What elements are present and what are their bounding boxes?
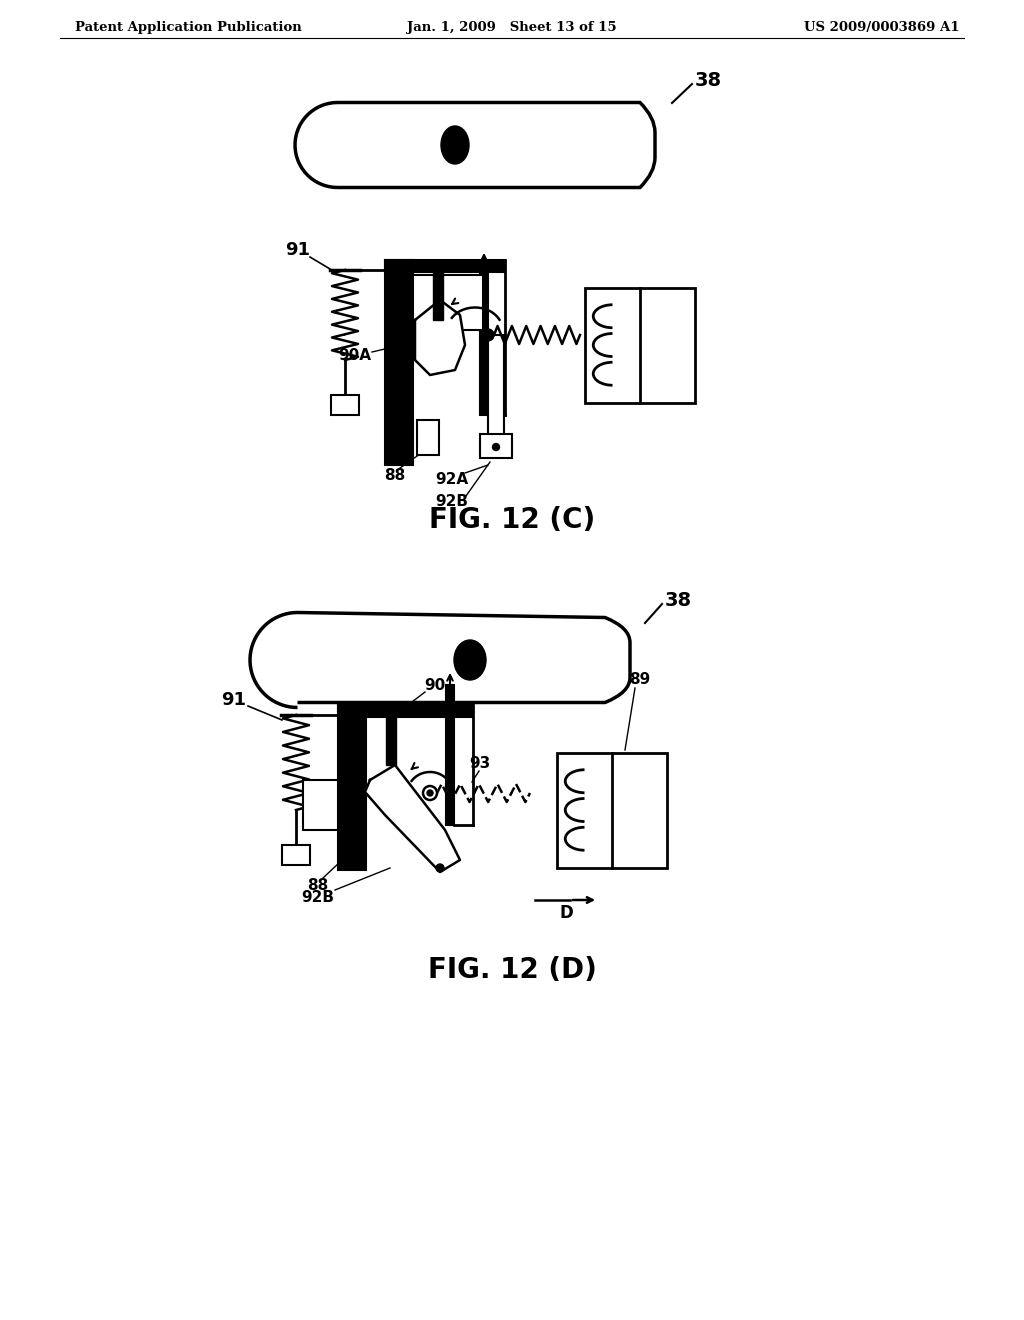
Bar (303, 780, 338, 830)
Circle shape (427, 789, 433, 796)
Text: 93: 93 (469, 755, 490, 771)
Bar (488, 335, 504, 436)
Bar (433, 265, 443, 319)
Bar (385, 260, 413, 465)
PathPatch shape (250, 612, 630, 708)
Bar (413, 275, 483, 330)
Bar (585, 288, 695, 403)
Text: FIG. 12 (C): FIG. 12 (C) (429, 506, 595, 535)
Text: 38: 38 (665, 590, 692, 610)
Text: 88: 88 (307, 878, 329, 892)
Text: 38: 38 (695, 70, 722, 90)
Bar (331, 395, 359, 414)
Circle shape (493, 444, 500, 450)
Bar (557, 752, 667, 867)
Bar (446, 685, 454, 825)
Bar (417, 420, 439, 455)
Text: 89: 89 (630, 672, 650, 688)
Bar (338, 705, 366, 870)
Bar (480, 434, 512, 458)
Circle shape (436, 865, 444, 873)
PathPatch shape (295, 103, 655, 187)
Bar (480, 265, 488, 414)
Polygon shape (365, 766, 460, 873)
Ellipse shape (454, 640, 486, 680)
Ellipse shape (441, 125, 469, 164)
Text: 91: 91 (286, 242, 310, 259)
Text: 92A: 92A (435, 473, 469, 487)
Text: 92B: 92B (301, 891, 335, 906)
Bar (338, 705, 473, 717)
Bar (282, 845, 310, 865)
Text: Patent Application Publication: Patent Application Publication (75, 21, 302, 33)
Text: 90A: 90A (339, 347, 372, 363)
Polygon shape (415, 300, 465, 375)
Text: FIG. 12 (D): FIG. 12 (D) (428, 956, 596, 983)
Circle shape (423, 785, 437, 800)
Text: 91: 91 (221, 690, 247, 709)
Text: D: D (559, 904, 572, 921)
Bar (385, 260, 505, 272)
Text: 88: 88 (384, 467, 406, 483)
Text: US 2009/0003869 A1: US 2009/0003869 A1 (805, 21, 961, 33)
Bar (386, 715, 396, 766)
Circle shape (482, 329, 494, 341)
Text: 90: 90 (424, 677, 445, 693)
Text: 92B: 92B (435, 495, 469, 510)
Text: Jan. 1, 2009   Sheet 13 of 15: Jan. 1, 2009 Sheet 13 of 15 (408, 21, 616, 33)
